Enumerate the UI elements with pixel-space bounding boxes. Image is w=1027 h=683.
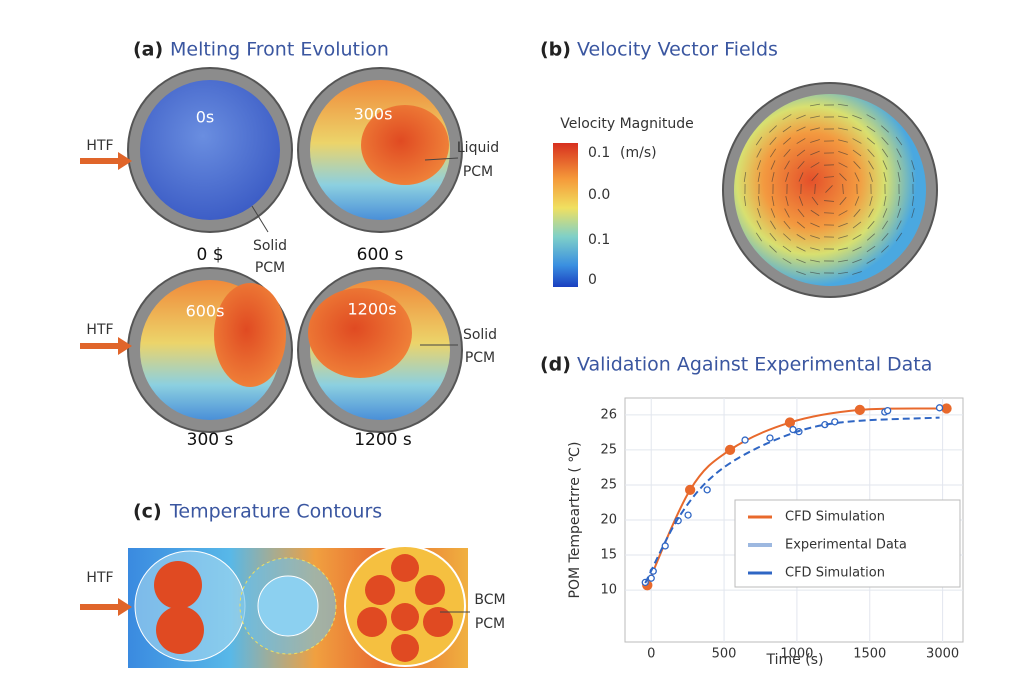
panel-label: (d) bbox=[540, 354, 571, 376]
annotation: PCM bbox=[463, 164, 493, 180]
y-tick-label: 25 bbox=[600, 477, 617, 492]
panel-label: (b) bbox=[540, 39, 571, 61]
y-axis-label: POM Tempeartrre ( ℃) bbox=[567, 442, 583, 599]
data-point bbox=[648, 575, 654, 581]
legend-label: Experimental Data bbox=[785, 538, 907, 553]
data-point bbox=[686, 485, 695, 494]
y-tick-label: 15 bbox=[600, 548, 617, 563]
annotation: Solid bbox=[253, 238, 287, 254]
velocity-field bbox=[723, 83, 937, 297]
htf-label: HTF bbox=[86, 570, 113, 586]
colorbar bbox=[553, 143, 578, 287]
htf-label: HTF bbox=[86, 138, 113, 154]
htf-label: HTF bbox=[86, 322, 113, 338]
caption: 600 s bbox=[357, 245, 404, 265]
time-label: 300s bbox=[354, 105, 393, 124]
data-point bbox=[704, 487, 710, 493]
htf-arrow bbox=[80, 152, 132, 170]
data-point bbox=[742, 437, 748, 443]
figure: (a) Melting Front Evolution 0s 300s 600s… bbox=[0, 0, 1027, 679]
annotation: Solid bbox=[463, 327, 497, 343]
time-label: 600s bbox=[186, 302, 225, 321]
x-tick-label: 3000 bbox=[926, 647, 959, 662]
colorbar-label: 0.1 bbox=[588, 145, 610, 161]
panel-title: Velocity Vector Fields bbox=[577, 39, 778, 61]
colorbar-label: 0.0 bbox=[588, 187, 610, 203]
annotation: PCM bbox=[465, 350, 495, 366]
y-tick-label: 25 bbox=[600, 442, 617, 457]
circle-1200s bbox=[298, 268, 462, 432]
x-tick-label: 1000 bbox=[780, 647, 813, 662]
circle-300s bbox=[298, 68, 462, 232]
annotation: PCM bbox=[475, 616, 505, 632]
panel-title: Temperature Contours bbox=[169, 501, 382, 523]
y-tick-label: 26 bbox=[600, 407, 617, 422]
panel-label: (c) bbox=[133, 501, 162, 523]
x-tick-label: 0 bbox=[647, 647, 655, 662]
y-tick-label: 20 bbox=[600, 513, 617, 528]
data-point bbox=[685, 512, 691, 518]
data-point bbox=[942, 404, 951, 413]
colorbar-label: 0 bbox=[588, 272, 597, 288]
panel-title: Melting Front Evolution bbox=[170, 39, 389, 61]
circle-600s bbox=[128, 268, 292, 432]
data-point bbox=[937, 405, 943, 411]
data-point bbox=[767, 435, 773, 441]
x-tick-label: 500 bbox=[712, 647, 737, 662]
y-tick-label: 10 bbox=[600, 583, 617, 598]
annotation: PCM bbox=[255, 260, 285, 276]
chart-title: Validation Against Experimental Data bbox=[577, 354, 932, 376]
legend-label: CFD Simulation bbox=[785, 510, 885, 525]
data-point bbox=[785, 418, 794, 427]
htf-arrow bbox=[80, 337, 132, 355]
x-tick-label: 1500 bbox=[853, 647, 886, 662]
colorbar-title: Velocity Magnitude bbox=[560, 116, 694, 132]
caption: 0 $ bbox=[196, 245, 223, 265]
plot-area: 0 500 1000 1500 3000 10 15 20 25 25 26 CFD Simulati… bbox=[600, 398, 963, 662]
panel-label: (a) bbox=[133, 39, 163, 61]
htf-arrow bbox=[80, 598, 132, 616]
time-label: 0s bbox=[196, 108, 215, 127]
caption: 300 s bbox=[187, 430, 234, 450]
colorbar-label: 0.1 bbox=[588, 232, 610, 248]
data-point bbox=[855, 405, 864, 414]
annotation: BCM bbox=[474, 592, 505, 608]
time-label: 1200s bbox=[347, 300, 396, 319]
data-point bbox=[885, 408, 891, 414]
legend-label: CFD Simulation bbox=[785, 566, 885, 581]
data-point bbox=[726, 445, 735, 454]
temperature-contours bbox=[128, 546, 468, 668]
colorbar-unit: (m/s) bbox=[620, 145, 657, 161]
circle-0s bbox=[128, 68, 292, 232]
caption: 1200 s bbox=[354, 430, 412, 450]
page: (a) Melting Front Evolution 0s 300s 600s… bbox=[0, 0, 1027, 679]
annotation: Liquid bbox=[457, 140, 499, 156]
